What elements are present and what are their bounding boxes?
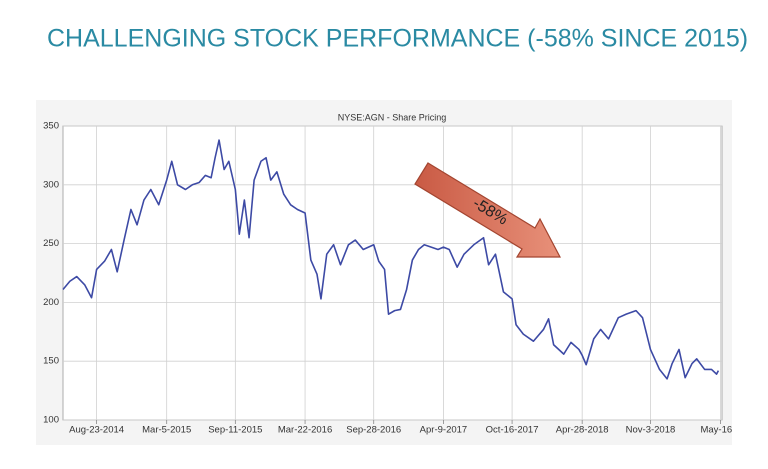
- y-tick-label: 250: [43, 238, 59, 249]
- y-tick-label: 100: [43, 415, 59, 426]
- x-tick-label: May-16-2: [700, 425, 740, 436]
- x-tick-label: Sep-11-2015: [208, 425, 262, 436]
- x-tick-label: Mar-22-2016: [278, 425, 332, 436]
- x-tick-label: Sep-28-2016: [346, 425, 401, 436]
- x-tick-label: Mar-5-2015: [142, 425, 191, 436]
- price-line: [62, 139, 720, 380]
- plot-area: [62, 125, 723, 421]
- arrow: [414, 162, 561, 258]
- y-tick-label: 300: [43, 179, 59, 190]
- tick-labels: 100 150 200 250 300 350 Aug-23-2014 Mar-5-2015 S…: [43, 121, 740, 436]
- x-tick-label: Apr-28-2018: [556, 425, 609, 436]
- marks: [62, 139, 720, 380]
- x-tick-label: Aug-23-2014: [69, 425, 124, 436]
- slide-title: CHALLENGING STOCK PERFORMANCE (-58% SINC…: [47, 25, 748, 53]
- chart-title: NYSE:AGN - Share Pricing: [338, 112, 447, 122]
- x-tick-label: Nov-3-2018: [626, 425, 676, 436]
- y-tick-label: 150: [43, 356, 59, 367]
- y-tick-label: 350: [43, 121, 59, 132]
- x-tick-label: Apr-9-2017: [420, 425, 468, 436]
- y-tick-label: 200: [43, 297, 59, 308]
- grid: [63, 125, 722, 424]
- x-tick-label: Oct-16-2017: [486, 425, 539, 436]
